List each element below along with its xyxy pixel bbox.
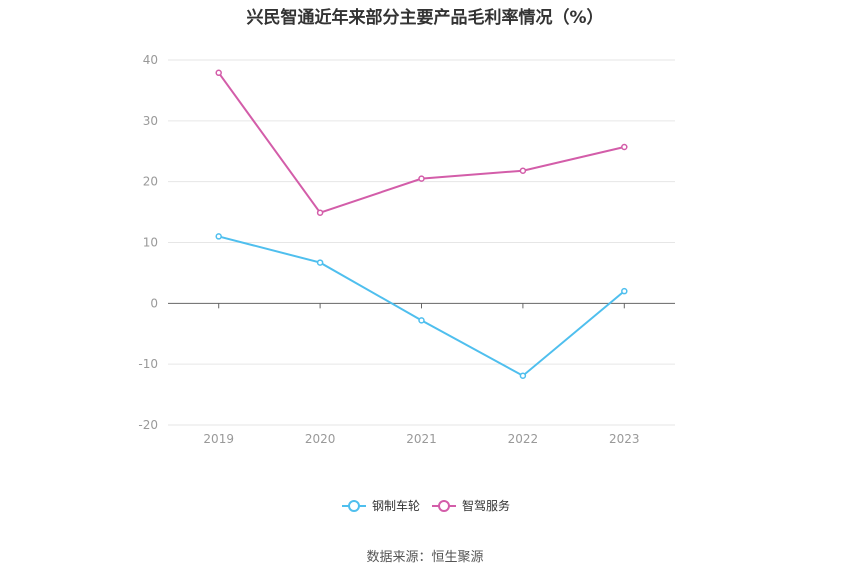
data-point[interactable] <box>519 167 527 174</box>
data-point[interactable] <box>316 209 324 216</box>
y-tick-label: 10 <box>143 236 158 250</box>
legend: 钢制车轮 智驾服务 <box>342 498 510 513</box>
data-point[interactable] <box>418 317 425 324</box>
series-layer <box>215 69 628 379</box>
x-tick-label: 2022 <box>508 432 539 446</box>
x-tick-label: 2019 <box>203 432 234 446</box>
data-source: 数据来源：恒生聚源 <box>366 550 484 565</box>
chart-title: 兴民智通近年来部分主要产品毛利率情况（%） <box>246 8 604 28</box>
legend-item[interactable]: 智驾服务 <box>432 498 510 513</box>
x-tick-label: 2020 <box>305 432 336 446</box>
data-point[interactable] <box>316 259 324 266</box>
x-axis: 2019 2020 2021 2022 2023 <box>168 302 675 446</box>
y-tick-label: 40 <box>143 53 158 67</box>
x-tick-label: 2021 <box>406 432 437 446</box>
legend-marker-icon <box>438 500 450 512</box>
data-point[interactable] <box>215 233 222 240</box>
y-tick-label: -20 <box>138 418 158 432</box>
legend-label: 钢制车轮 <box>372 498 420 513</box>
y-tick-label: 0 <box>150 296 158 310</box>
series-line <box>217 72 625 214</box>
y-tick-label: 30 <box>143 114 158 128</box>
y-tick-label: -10 <box>138 357 158 371</box>
y-tick-label: 20 <box>143 175 158 189</box>
data-point[interactable] <box>621 287 628 295</box>
data-point[interactable] <box>621 143 628 151</box>
data-point[interactable] <box>519 372 527 379</box>
data-point[interactable] <box>215 69 222 77</box>
y-axis: 40 30 20 10 0 -10 -20 <box>138 53 158 432</box>
x-tick-label: 2023 <box>609 432 640 446</box>
data-point[interactable] <box>418 175 425 182</box>
legend-marker-icon <box>348 500 360 512</box>
legend-label: 智驾服务 <box>462 498 510 513</box>
legend-item[interactable]: 钢制车轮 <box>342 498 420 513</box>
